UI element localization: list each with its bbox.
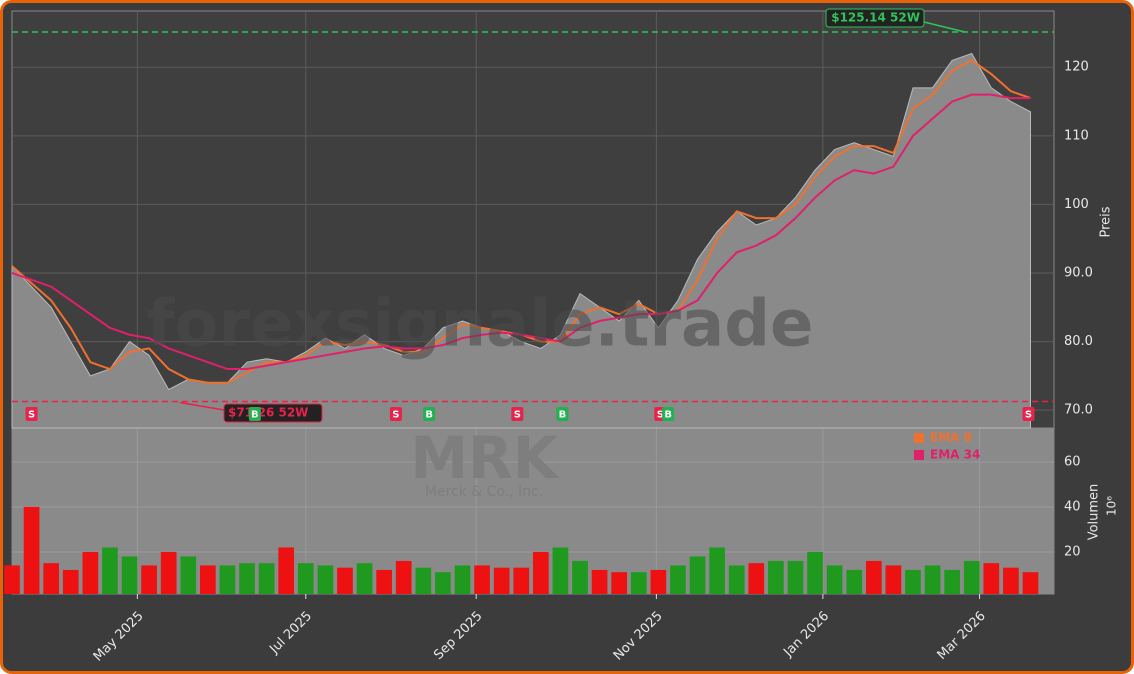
signal-label: S — [514, 410, 521, 421]
signal-label: B — [559, 410, 567, 421]
volume-bar — [807, 551, 823, 594]
volume-bar — [905, 569, 921, 594]
company: Merck & Co., Inc. — [425, 484, 543, 500]
volume-bar — [395, 560, 412, 594]
volume-bar — [376, 569, 392, 594]
volume-bar — [670, 565, 686, 594]
watermark: forexsignale.trade — [147, 288, 814, 362]
volume-bar — [415, 567, 432, 594]
volume-bar — [278, 547, 295, 594]
volume-bar — [630, 572, 647, 594]
volume-bar — [258, 563, 275, 594]
52w-label: $71.26 52W — [228, 406, 308, 420]
signal-label: S — [1025, 410, 1032, 421]
volume-bar — [435, 572, 451, 594]
legend-swatch — [914, 433, 924, 443]
signal-label: B — [251, 410, 259, 421]
volume-bar — [23, 506, 40, 594]
volume-bar — [846, 569, 863, 594]
volume-bar — [748, 563, 765, 594]
signal-marker — [423, 407, 436, 421]
signal-marker — [511, 407, 524, 421]
y-tick-label: 90.0 — [1064, 265, 1093, 280]
signal-marker — [556, 407, 569, 421]
volume-bar — [572, 560, 588, 594]
symbol: MRK — [410, 424, 559, 492]
y-tick-label: 100 — [1064, 197, 1089, 212]
signal-marker — [1022, 407, 1035, 421]
y2-tick-label: 40 — [1064, 499, 1081, 514]
signal-label: S — [392, 410, 399, 421]
volume-bar — [1022, 572, 1039, 594]
volume-bar — [513, 567, 530, 594]
52w-arrow — [179, 401, 225, 411]
signal-marker — [389, 407, 402, 421]
y2-tick-label: 60 — [1064, 454, 1081, 469]
y2-label: Volumen — [1087, 484, 1102, 541]
signal-marker — [25, 407, 38, 421]
volume-bar — [865, 560, 882, 594]
volume-bar — [239, 563, 255, 594]
volume-bar — [885, 565, 902, 594]
volume-bar — [474, 565, 490, 594]
signal-label: B — [664, 410, 672, 421]
volume-bar — [62, 569, 79, 594]
52w-arrow — [923, 21, 966, 33]
volume-bar — [689, 556, 706, 594]
volume-bar — [82, 551, 99, 594]
volume-bar — [650, 569, 667, 594]
volume-bar — [337, 567, 353, 594]
volume-bar — [963, 560, 980, 594]
volume-bar — [4, 565, 20, 594]
signal-label: S — [657, 410, 664, 421]
volume-bar — [454, 565, 471, 594]
y-tick-label: 110 — [1064, 128, 1089, 143]
volume-bar — [787, 560, 804, 594]
y-tick-label: 120 — [1064, 60, 1089, 75]
volume-bar — [102, 547, 118, 594]
y-label: Preis — [1099, 206, 1114, 237]
52w-label-box — [825, 8, 925, 28]
volume-bar — [219, 565, 236, 594]
volume-bar — [591, 569, 608, 594]
volume-bar — [533, 551, 549, 594]
volume-bar — [200, 565, 216, 594]
volume-bar — [356, 563, 373, 594]
volume-bar — [180, 556, 197, 594]
volume-bar — [944, 569, 960, 594]
volume-bar — [297, 563, 314, 594]
legend-label: EMA 34 — [930, 448, 980, 462]
volume-bar — [43, 563, 60, 594]
y-tick-label: 70.0 — [1064, 403, 1093, 418]
52w-label-box — [223, 403, 323, 423]
volume-bar — [160, 551, 177, 594]
52w-label: $125.14 52W — [831, 11, 920, 25]
legend-label: EMA 8 — [930, 431, 972, 445]
volume-bar — [552, 547, 569, 594]
volume-bar — [728, 565, 745, 594]
volume-bar — [768, 560, 784, 594]
volume-bar — [924, 565, 941, 594]
volume-bar — [1003, 567, 1019, 594]
y2-tick-label: 20 — [1064, 544, 1081, 559]
y-tick-label: 80.0 — [1064, 334, 1093, 349]
volume-bar — [611, 572, 628, 594]
ema-line — [11, 93, 1031, 371]
signal-label: S — [28, 410, 35, 421]
y2-scale: 10⁶ — [1105, 496, 1119, 516]
volume-bar — [121, 556, 138, 594]
volume-bar — [493, 567, 510, 594]
volume-bar — [141, 565, 157, 594]
volume-bar — [826, 565, 843, 594]
volume-bar — [317, 565, 334, 594]
signal-marker — [662, 407, 675, 421]
volume-bar — [709, 547, 725, 594]
legend-swatch — [914, 450, 924, 460]
volume-bar — [983, 563, 1000, 594]
signal-label: B — [425, 410, 433, 421]
signal-marker — [248, 407, 261, 421]
